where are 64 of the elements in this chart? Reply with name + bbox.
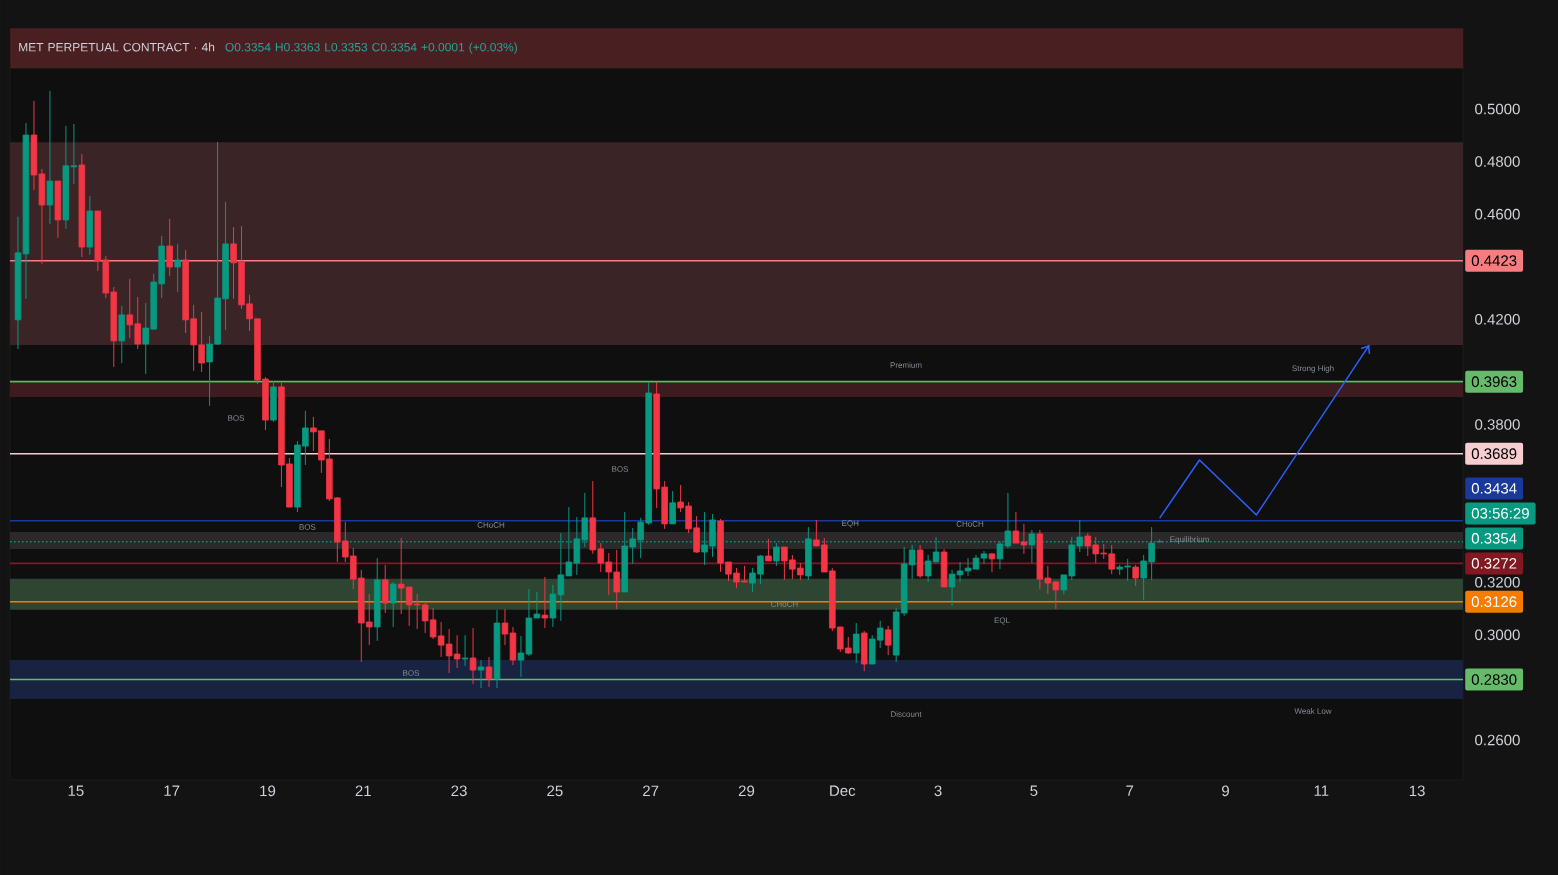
candlestick xyxy=(541,576,549,629)
chart-subtitle: O0.3354 H0.3363 L0.3353 C0.3354 +0.0001 (+0.03%) xyxy=(225,42,517,54)
candlestick xyxy=(765,538,772,562)
text: 03:56:29 xyxy=(1471,508,1529,519)
x-tick-label: 19 xyxy=(260,785,276,797)
x-tick-label: 5 xyxy=(1030,785,1038,796)
ref-line-label: 0.3354 xyxy=(1471,533,1517,544)
annotation: EQH xyxy=(842,520,859,528)
y-tick-label: 0.2600 xyxy=(1475,734,1520,746)
y-tick-label: 0.3800 xyxy=(1475,419,1520,430)
candlestick xyxy=(852,622,860,664)
x-tick-label: Dec xyxy=(830,785,856,796)
annotation: Strong High xyxy=(1292,365,1334,373)
y-tick-label: 0.5000 xyxy=(1475,103,1520,115)
annotation: CHoCH xyxy=(956,521,984,527)
x-tick-label: 7 xyxy=(1126,785,1134,796)
ref-line-label: 0.3434 xyxy=(1471,483,1517,494)
annotation: BOS xyxy=(403,670,420,676)
candlestick xyxy=(46,90,54,225)
annotation: Weak Low xyxy=(1294,708,1332,714)
candlestick xyxy=(988,552,996,573)
candlestick xyxy=(389,581,397,628)
ref-line-label: 0.3272 xyxy=(1471,558,1517,569)
candlestick xyxy=(166,218,173,277)
candlestick xyxy=(477,659,485,689)
candlestick xyxy=(669,490,676,525)
annotation: Discount xyxy=(891,711,922,717)
x-tick-label: 13 xyxy=(1409,785,1425,797)
candlestick xyxy=(1132,564,1139,587)
x-tick-label: 21 xyxy=(355,785,371,796)
annotation: BOS xyxy=(612,466,629,472)
candlestick xyxy=(773,542,780,567)
x-tick-label: 27 xyxy=(643,785,659,796)
y-tick-label: 0.4200 xyxy=(1475,314,1520,325)
x-tick-label: 17 xyxy=(164,785,180,796)
candlestick xyxy=(461,634,469,667)
candlestick xyxy=(469,627,477,685)
y-tick-label: 0.3000 xyxy=(1475,629,1520,641)
ref-line-label: 0.4423 xyxy=(1471,255,1517,266)
x-tick-label: 29 xyxy=(738,785,755,797)
annotation: CHoCH xyxy=(477,522,505,528)
chart-title: MET PERPETUAL CONTRACT · 4h xyxy=(19,42,215,52)
candlestick xyxy=(884,625,892,656)
annotation: BOS xyxy=(299,524,316,530)
y-tick-label: 0.4600 xyxy=(1475,208,1520,220)
annotation: Premium xyxy=(890,362,922,368)
x-tick-label: 11 xyxy=(1314,785,1329,796)
x-tick-label: 23 xyxy=(451,785,467,797)
y-tick-label: 0.3200 xyxy=(1475,576,1520,588)
annotation: Equilibrium xyxy=(1170,536,1209,544)
x-tick-label: 3 xyxy=(934,785,942,797)
candlestick xyxy=(381,564,389,614)
ref-line-label: 0.2830 xyxy=(1471,674,1517,685)
ref-line-label: 0.3963 xyxy=(1471,376,1517,387)
annotation: BOS xyxy=(228,415,245,421)
y-tick-label: 0.4800 xyxy=(1475,156,1520,167)
x-tick-label: 15 xyxy=(68,785,84,796)
ref-line-label: 0.3126 xyxy=(1471,596,1517,607)
x-tick-label: 25 xyxy=(547,785,563,797)
candlestick xyxy=(485,656,493,688)
candlestick xyxy=(174,243,181,293)
x-tick-label: 9 xyxy=(1222,785,1229,797)
ref-line-label: 0.3689 xyxy=(1471,448,1517,459)
annotation: EQL xyxy=(994,617,1010,625)
